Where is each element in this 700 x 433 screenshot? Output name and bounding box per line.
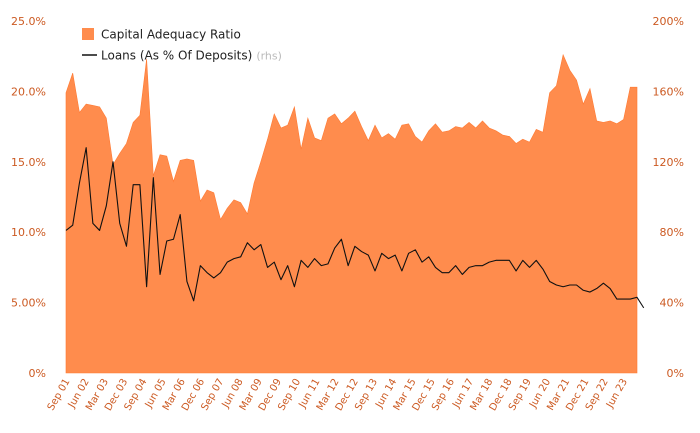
x-axis-tick-label: Sep 01 bbox=[46, 377, 73, 413]
line-layer bbox=[65, 147, 645, 309]
series-loans-line bbox=[65, 147, 645, 309]
legend: Capital Adequacy Ratio Loans (As % Of De… bbox=[82, 28, 282, 63]
svg-text:Loans (As % Of Deposits)(rhs): Loans (As % Of Deposits) (rhs) bbox=[101, 49, 282, 63]
right-axis-tick-label: 160% bbox=[653, 85, 684, 98]
left-axis: 0% 5.00% 10.0% 15.0% 20.0% 25.0% bbox=[11, 15, 46, 380]
left-axis-tick-label: 0% bbox=[29, 367, 46, 380]
right-axis-tick-label: 120% bbox=[653, 156, 684, 169]
right-axis-tick-label: 200% bbox=[653, 15, 684, 28]
legend-label-loans: Loans (As % Of Deposits) bbox=[101, 49, 252, 63]
right-axis-tick-label: 80% bbox=[660, 226, 684, 239]
series-capital-adequacy-area bbox=[65, 53, 638, 374]
left-axis-tick-label: 20.0% bbox=[11, 85, 46, 98]
legend-swatch-capital-adequacy bbox=[82, 28, 94, 40]
left-axis-tick-label: 15.0% bbox=[11, 156, 46, 169]
legend-note-rhs: (rhs) bbox=[256, 50, 282, 63]
right-axis-tick-label: 40% bbox=[660, 297, 684, 310]
left-axis-tick-label: 25.0% bbox=[11, 15, 46, 28]
right-axis-tick-label: 0% bbox=[667, 367, 684, 380]
right-axis: 0% 40% 80% 120% 160% 200% bbox=[653, 15, 684, 380]
legend-label-capital-adequacy: Capital Adequacy Ratio bbox=[101, 28, 241, 42]
area-layer bbox=[65, 53, 638, 374]
left-axis-tick-label: 5.00% bbox=[11, 297, 46, 310]
left-axis-tick-label: 10.0% bbox=[11, 226, 46, 239]
